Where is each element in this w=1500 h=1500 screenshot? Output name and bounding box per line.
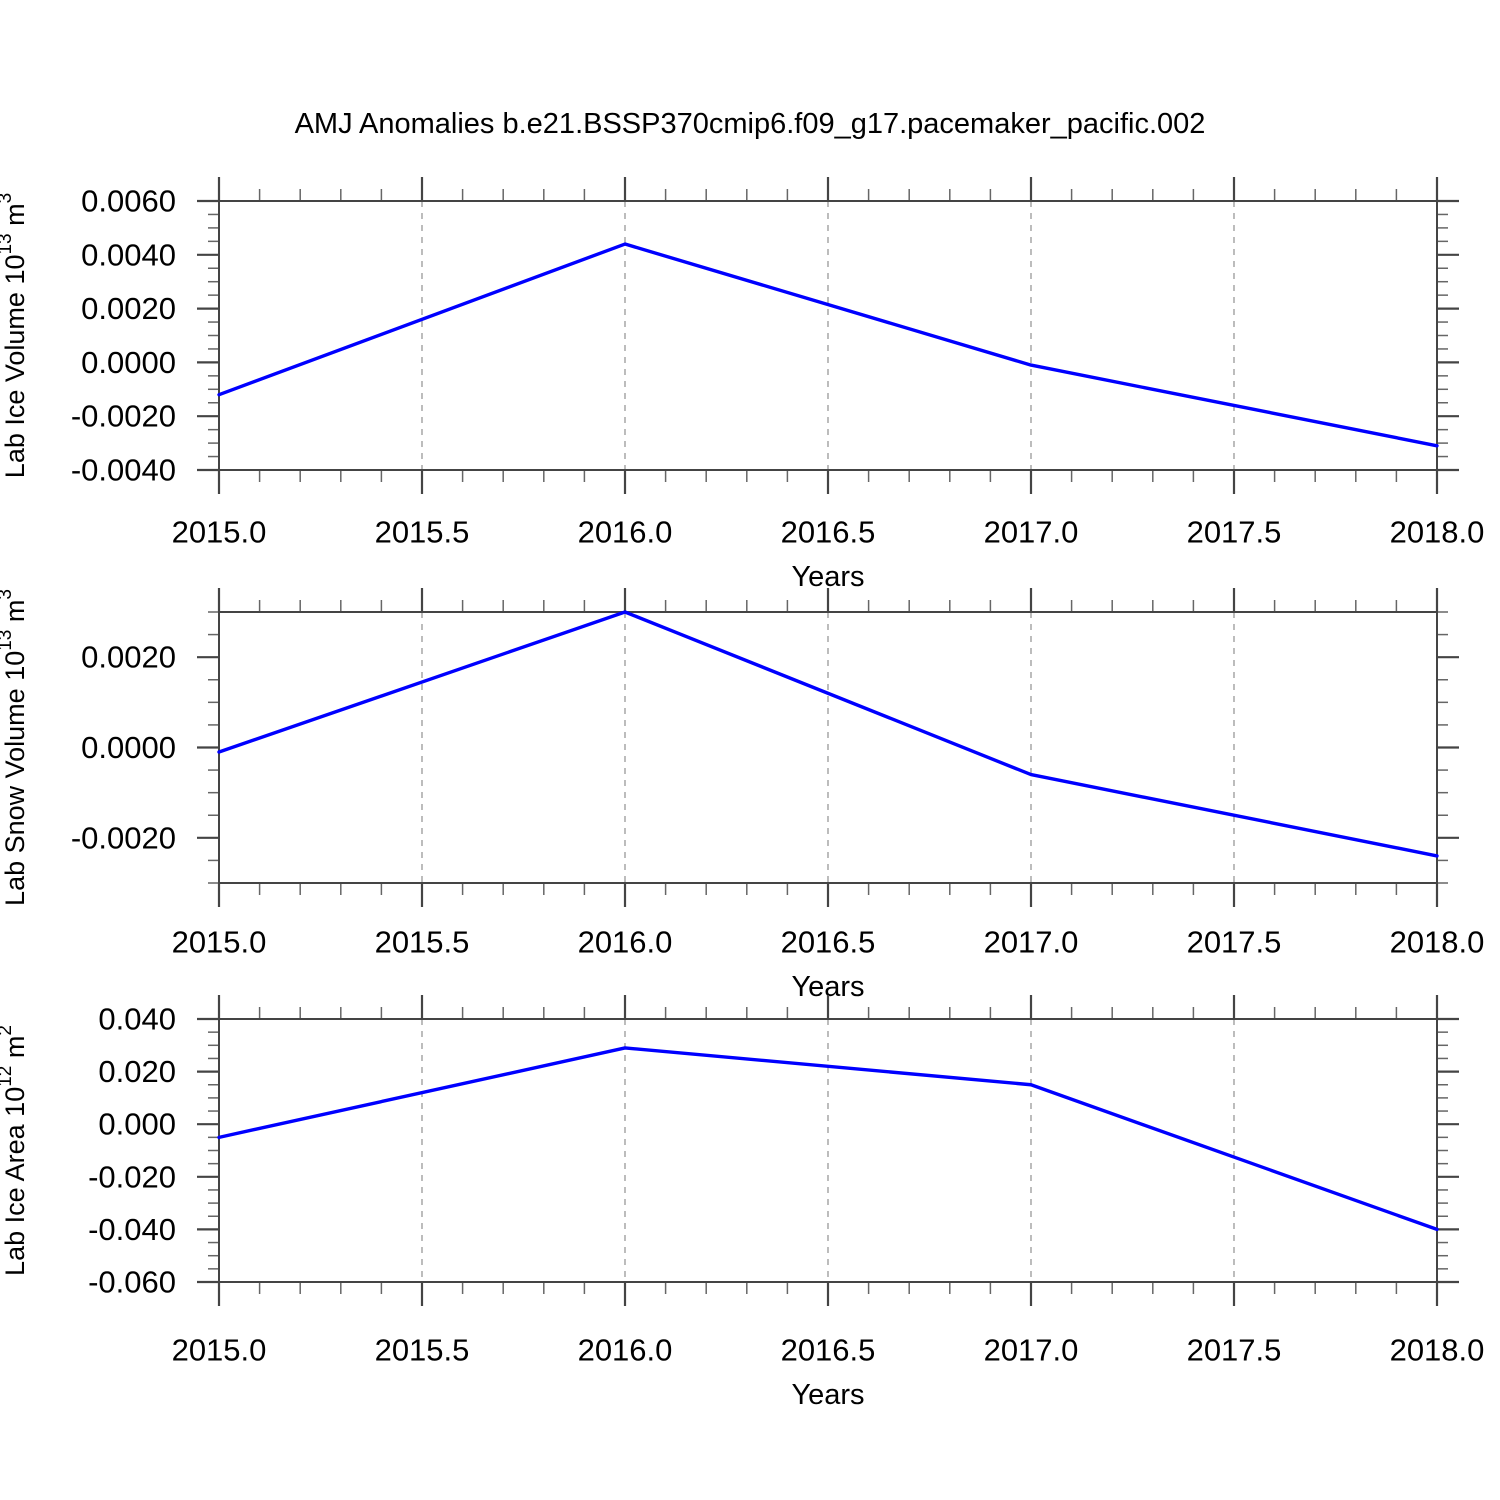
gridlines bbox=[421, 612, 1235, 883]
x-tick-label: 2015.5 bbox=[375, 1333, 470, 1368]
x-tick-label: 2016.0 bbox=[578, 1333, 673, 1368]
plot-frame bbox=[218, 1018, 1438, 1283]
x-tick-label: 2015.0 bbox=[172, 925, 267, 960]
data-line-lab-ice-area bbox=[217, 1046, 1439, 1232]
chart-title: AMJ Anomalies b.e21.BSSP370cmip6.f09_g17… bbox=[294, 108, 1206, 140]
y-tick-label: 0.0000 bbox=[81, 730, 176, 765]
y-axis-title: Lab Ice Area 1012 m2 bbox=[0, 1025, 30, 1276]
y-tick-labels: 0.0060 0.0040 0.0020 0.0000 -0.0020 -0.0040 bbox=[71, 184, 176, 488]
x-tick-label: 2018.0 bbox=[1390, 515, 1485, 550]
x-tick-label: 2018.0 bbox=[1390, 925, 1485, 960]
y-tick-label: 0.0040 bbox=[81, 237, 176, 272]
y-tick-label: 0.0020 bbox=[81, 291, 176, 326]
x-tick-label: 2015.0 bbox=[172, 515, 267, 550]
y-axis-title: Lab Snow Volume 1013 m3 bbox=[0, 589, 30, 906]
y-tick-label: 0.0020 bbox=[81, 640, 176, 675]
y-tick-label: 0.020 bbox=[98, 1054, 176, 1089]
y-tick-label: -0.040 bbox=[88, 1212, 176, 1247]
x-tick-label: 2016.5 bbox=[781, 1333, 876, 1368]
y-tick-label: -0.060 bbox=[88, 1265, 176, 1300]
x-tick-label: 2016.5 bbox=[781, 515, 876, 550]
y-tick-label: -0.0040 bbox=[71, 453, 176, 488]
x-tick-label: 2016.5 bbox=[781, 925, 876, 960]
plot-frame bbox=[218, 611, 1438, 884]
data-line-lab-ice-volume bbox=[217, 242, 1439, 448]
plot-frame bbox=[218, 200, 1438, 471]
x-tick-labels: 2015.0 2015.5 2016.0 2016.5 2017.0 2017.5 2018… bbox=[172, 515, 1485, 550]
x-tick-label: 2018.0 bbox=[1390, 1333, 1485, 1368]
x-axis-title: Years bbox=[791, 561, 864, 593]
x-axis-title: Years bbox=[791, 1379, 864, 1411]
ticks bbox=[197, 177, 1459, 494]
y-tick-label: -0.020 bbox=[88, 1159, 176, 1194]
ticks bbox=[197, 588, 1459, 907]
x-tick-label: 2017.0 bbox=[984, 1333, 1079, 1368]
x-tick-label: 2017.0 bbox=[984, 925, 1079, 960]
x-tick-label: 2016.0 bbox=[578, 515, 673, 550]
x-tick-labels: 2015.0 2015.5 2016.0 2016.5 2017.0 2017.5 2018… bbox=[172, 1333, 1485, 1368]
x-tick-label: 2017.5 bbox=[1187, 925, 1282, 960]
y-tick-label: 0.040 bbox=[98, 1002, 176, 1037]
gridlines bbox=[421, 1019, 1235, 1282]
x-tick-label: 2017.5 bbox=[1187, 515, 1282, 550]
x-tick-label: 2017.0 bbox=[984, 515, 1079, 550]
x-tick-label: 2016.0 bbox=[578, 925, 673, 960]
gridlines bbox=[421, 201, 1235, 470]
x-tick-label: 2017.5 bbox=[1187, 1333, 1282, 1368]
y-tick-labels: 0.040 0.020 0.000 -0.020 -0.040 -0.060 bbox=[88, 1002, 176, 1300]
y-tick-label: -0.0020 bbox=[71, 820, 176, 855]
y-tick-label: -0.0020 bbox=[71, 399, 176, 434]
x-tick-label: 2015.5 bbox=[375, 925, 470, 960]
panel-lab-ice-volume: 0.0060 0.0040 0.0020 0.0000 -0.0020 -0.0040 20… bbox=[0, 177, 1484, 593]
x-tick-label: 2015.0 bbox=[172, 1333, 267, 1368]
data-line-lab-snow-volume bbox=[217, 610, 1439, 858]
ticks bbox=[197, 995, 1459, 1306]
x-tick-label: 2015.5 bbox=[375, 515, 470, 550]
y-tick-label: 0.0060 bbox=[81, 184, 176, 219]
y-tick-labels: 0.0020 0.0000 -0.0020 bbox=[71, 640, 176, 856]
y-axis-title: Lab Ice Volume 1013 m3 bbox=[0, 193, 30, 478]
x-tick-labels: 2015.0 2015.5 2016.0 2016.5 2017.0 2017.5 2018… bbox=[172, 925, 1485, 960]
y-tick-label: 0.0000 bbox=[81, 345, 176, 380]
y-tick-label: 0.000 bbox=[98, 1107, 176, 1142]
